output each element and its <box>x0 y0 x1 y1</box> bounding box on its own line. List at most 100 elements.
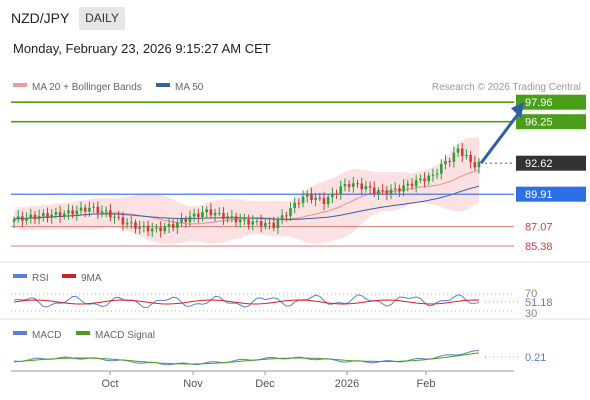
macd-signal-legend-label: MACD Signal <box>95 330 155 341</box>
candle-body <box>100 211 104 213</box>
candle-body <box>356 183 359 185</box>
candle-body <box>79 207 83 211</box>
candle-body <box>117 216 121 218</box>
chart-header: NZD/JPY DAILY <box>0 0 590 36</box>
timeframe-button[interactable]: DAILY <box>79 7 125 30</box>
ma50-line <box>13 185 480 221</box>
candle-body <box>414 180 418 187</box>
candle-body <box>205 209 209 213</box>
candle-body <box>314 197 317 200</box>
level-label-85.38: 85.38 <box>525 241 553 253</box>
candle-body <box>410 183 414 187</box>
macd-last-value: 0.21 <box>525 352 546 364</box>
candle-body <box>71 210 74 215</box>
candle-body <box>134 222 137 229</box>
x-tick-label-Oct: Oct <box>101 378 118 390</box>
rsi-line <box>13 294 480 309</box>
candle-body <box>259 220 263 227</box>
candle-body <box>322 198 326 204</box>
candle-body <box>12 219 16 222</box>
candle-body <box>125 222 129 225</box>
level-label-92.62: 92.62 <box>525 158 553 170</box>
candle-body <box>452 152 456 162</box>
candle-body <box>33 214 37 220</box>
candle-body <box>209 209 213 216</box>
rsi-legend-label: RSI <box>32 273 49 284</box>
candle-body <box>301 196 305 203</box>
rsi-tick-30: 30 <box>525 308 537 320</box>
candle-body <box>67 210 70 214</box>
forecast-arrow-head <box>511 102 524 119</box>
candle-body <box>109 210 112 218</box>
candle-body <box>310 193 313 200</box>
candle-body <box>226 216 229 219</box>
rsi-tick-70: 70 <box>525 288 537 300</box>
candle-body <box>360 183 364 190</box>
ma50-legend-swatch <box>156 83 170 87</box>
candle-body <box>92 206 95 208</box>
level-label-96.25: 96.25 <box>525 117 553 129</box>
candle-body <box>368 186 372 188</box>
level-label-89.91: 89.91 <box>525 189 553 201</box>
datetime-label: Monday, February 23, 2026 9:15:27 AM CET <box>13 41 271 56</box>
candle-body <box>364 186 368 190</box>
macd-legend-swatch <box>13 331 27 335</box>
rsi-ma-legend-swatch <box>62 274 76 278</box>
candle-body <box>146 225 150 232</box>
resistance-tag-96.25 <box>516 114 586 130</box>
candle-body <box>238 219 242 223</box>
level-label-87.07: 87.07 <box>525 222 553 234</box>
candle-body <box>318 197 322 199</box>
candle-body <box>326 197 330 204</box>
candle-body <box>217 212 221 214</box>
candle-body <box>247 219 250 225</box>
candle-body <box>435 173 439 175</box>
last-tag-92.62 <box>516 155 586 171</box>
rsi-ma-line <box>13 299 480 305</box>
candle-body <box>284 215 288 217</box>
candle-body <box>460 148 464 156</box>
candle-body <box>142 225 146 227</box>
candle-body <box>393 188 397 190</box>
x-tick-label-Nov: Nov <box>183 378 203 390</box>
candle-body <box>75 210 79 215</box>
bollinger-band-area <box>14 137 479 245</box>
candle-body <box>339 186 343 195</box>
macd-legend-label: MACD <box>32 330 61 341</box>
candle-body <box>25 217 28 221</box>
candle-body <box>197 213 200 218</box>
candle-body <box>167 224 171 227</box>
rsi-last-value: 51.18 <box>525 297 553 309</box>
rsi-ma-legend-label: 9MA <box>81 273 102 284</box>
candle-body <box>129 222 133 224</box>
candle-body <box>62 213 66 217</box>
ma20-legend-label: MA 20 + Bollinger Bands <box>32 82 142 93</box>
candle-body <box>331 193 334 198</box>
rsi-legend-swatch <box>13 274 27 278</box>
symbol-label: NZD/JPY <box>11 10 70 26</box>
candle-body <box>280 215 284 221</box>
candle-body <box>297 202 301 204</box>
candle-body <box>381 190 384 192</box>
candle-body <box>343 184 347 187</box>
x-tick-label-Dec: Dec <box>255 378 275 390</box>
candle-body <box>465 154 468 156</box>
candle-body <box>398 188 401 192</box>
candle-body <box>46 213 49 218</box>
candle-body <box>163 226 167 232</box>
candle-body <box>352 183 355 187</box>
candle-body <box>184 219 188 222</box>
candle-body <box>431 174 435 176</box>
candle-body <box>188 216 192 222</box>
macd-signal-line <box>13 352 480 365</box>
candle-body <box>222 212 225 219</box>
candle-body <box>42 213 45 216</box>
candle-body <box>402 185 405 192</box>
x-tick-label-Feb: Feb <box>417 378 436 390</box>
x-tick-label-2026: 2026 <box>335 378 359 390</box>
candle-body <box>88 207 91 212</box>
candle-body <box>377 190 380 194</box>
candle-body <box>37 215 41 220</box>
candle-body <box>268 222 271 224</box>
